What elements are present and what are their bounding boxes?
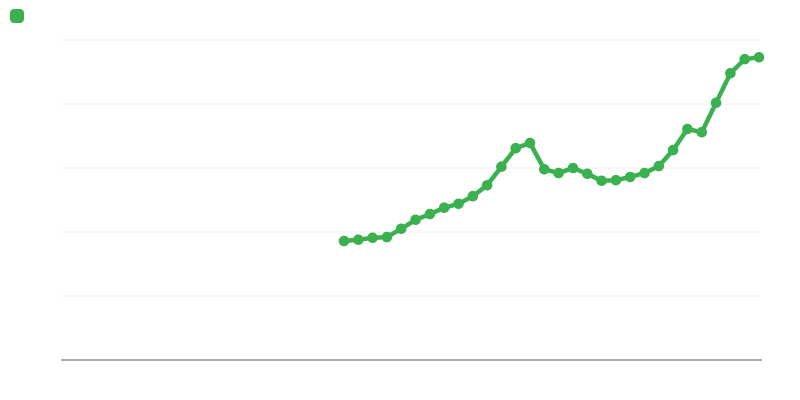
data-point-marker[interactable]	[481, 180, 493, 191]
data-point-marker[interactable]	[682, 123, 693, 135]
series-legend-swatch	[10, 9, 24, 23]
data-point-marker[interactable]	[510, 142, 521, 154]
data-point-marker[interactable]	[567, 162, 579, 174]
data-point-marker[interactable]	[524, 137, 536, 149]
data-point-marker[interactable]	[438, 202, 450, 213]
data-point-marker[interactable]	[353, 234, 364, 245]
series-line	[341, 55, 762, 244]
data-point-marker[interactable]	[739, 53, 750, 65]
data-point-marker[interactable]	[639, 167, 650, 179]
data-point-marker[interactable]	[338, 235, 350, 247]
data-point-marker[interactable]	[596, 175, 607, 187]
data-point-marker[interactable]	[395, 223, 407, 235]
data-point-marker[interactable]	[496, 161, 507, 172]
data-point-markers	[338, 52, 765, 247]
data-point-marker[interactable]	[553, 167, 564, 179]
data-point-marker[interactable]	[753, 52, 765, 63]
data-point-marker[interactable]	[624, 171, 636, 183]
data-point-marker[interactable]	[582, 168, 593, 180]
data-point-marker[interactable]	[424, 208, 436, 220]
data-point-marker[interactable]	[710, 97, 722, 108]
data-point-marker[interactable]	[653, 160, 665, 172]
data-point-marker[interactable]	[539, 164, 550, 175]
data-point-marker[interactable]	[696, 126, 708, 138]
data-point-marker[interactable]	[381, 231, 393, 243]
data-point-marker[interactable]	[725, 68, 736, 79]
data-point-marker[interactable]	[410, 214, 421, 226]
data-point-marker[interactable]	[467, 190, 479, 202]
data-point-marker[interactable]	[667, 144, 679, 156]
data-point-marker[interactable]	[453, 198, 464, 210]
data-point-marker[interactable]	[367, 232, 378, 244]
data-point-marker[interactable]	[610, 174, 622, 186]
